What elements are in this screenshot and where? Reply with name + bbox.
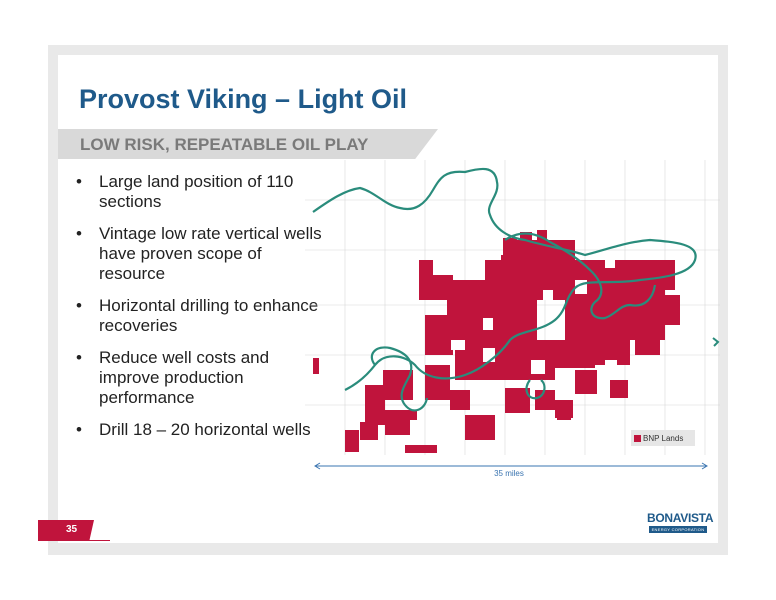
scale-label: 35 miles [494,469,524,478]
bullet-item: • Horizontal drilling to enhance recoveri… [76,296,319,335]
boundary-line-east [504,232,657,320]
bullet-item: • Drill 18 – 20 horizontal wells [76,420,311,439]
bullet-item: • Vintage low rate vertical wells have pr… [76,224,322,283]
subtitle-band [58,129,438,159]
logo-name: BONAVISTA [647,511,714,525]
boundary-line-north [312,167,697,391]
bullet-item: • Large land position of 110 sections [76,172,294,211]
page-number-tab [38,520,94,540]
page-number-underline [38,540,110,541]
legend-label: BNP Lands [643,433,684,443]
bonavista-logo: BONAVISTA ENERGY CORPORATION [647,511,714,535]
land-map [305,160,720,455]
map-gaps [451,280,617,374]
bullet-item: • Reduce well costs and improve productio… [76,348,270,407]
slide-title: Provost Viking – Light Oil [79,84,408,114]
boundary-loop-south [370,346,429,412]
slide-subtitle: LOW RISK, REPEATABLE OIL PLAY [80,135,369,154]
boundary-loop-center [525,379,546,400]
scale-bar [314,462,708,470]
bnp-lands [313,230,680,453]
page-number: 35 [66,524,78,535]
legend-swatch [634,434,641,442]
boundary-stub-east [712,337,720,347]
logo-tagline: ENERGY CORPORATION [649,526,707,533]
map-legend: BNP Lands [631,430,695,446]
bullet-list: • Large land position of 110 sections • Vi… [76,172,331,452]
